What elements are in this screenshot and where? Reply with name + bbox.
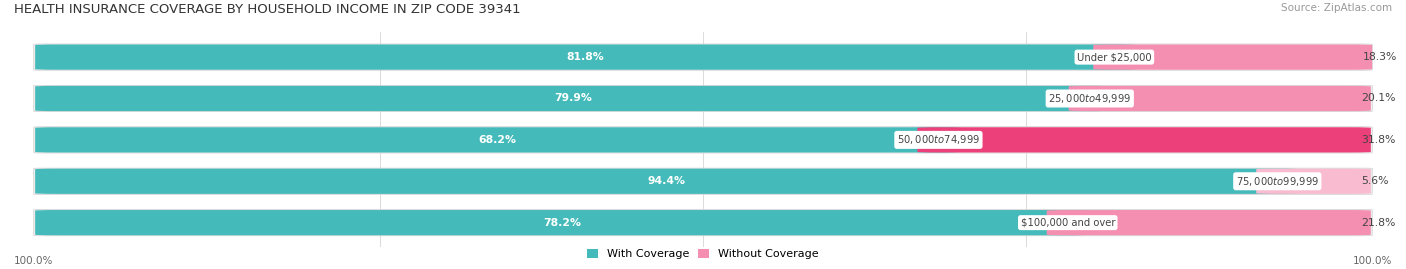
FancyBboxPatch shape bbox=[917, 127, 1371, 153]
Text: 100.0%: 100.0% bbox=[14, 256, 53, 266]
FancyBboxPatch shape bbox=[34, 44, 1372, 70]
Text: 21.8%: 21.8% bbox=[1361, 218, 1395, 228]
FancyBboxPatch shape bbox=[34, 127, 1372, 153]
Text: 78.2%: 78.2% bbox=[543, 218, 581, 228]
Text: 100.0%: 100.0% bbox=[1353, 256, 1392, 266]
FancyBboxPatch shape bbox=[35, 210, 1088, 235]
FancyBboxPatch shape bbox=[35, 44, 1136, 70]
Text: 68.2%: 68.2% bbox=[478, 135, 516, 145]
Text: $25,000 to $49,999: $25,000 to $49,999 bbox=[1047, 92, 1132, 105]
FancyBboxPatch shape bbox=[34, 210, 1372, 236]
Text: 31.8%: 31.8% bbox=[1361, 135, 1395, 145]
FancyBboxPatch shape bbox=[34, 85, 1372, 112]
Text: $75,000 to $99,999: $75,000 to $99,999 bbox=[1236, 175, 1319, 188]
Text: 5.6%: 5.6% bbox=[1361, 176, 1389, 186]
FancyBboxPatch shape bbox=[35, 86, 1111, 111]
Text: 81.8%: 81.8% bbox=[567, 52, 605, 62]
Text: $50,000 to $74,999: $50,000 to $74,999 bbox=[897, 133, 980, 146]
FancyBboxPatch shape bbox=[34, 168, 1372, 194]
Text: 20.1%: 20.1% bbox=[1361, 94, 1396, 104]
FancyBboxPatch shape bbox=[35, 169, 1298, 194]
Text: 94.4%: 94.4% bbox=[648, 176, 686, 186]
FancyBboxPatch shape bbox=[1094, 44, 1372, 70]
FancyBboxPatch shape bbox=[1046, 210, 1371, 235]
Text: HEALTH INSURANCE COVERAGE BY HOUSEHOLD INCOME IN ZIP CODE 39341: HEALTH INSURANCE COVERAGE BY HOUSEHOLD I… bbox=[14, 3, 520, 16]
Legend: With Coverage, Without Coverage: With Coverage, Without Coverage bbox=[582, 244, 824, 263]
Text: Source: ZipAtlas.com: Source: ZipAtlas.com bbox=[1281, 3, 1392, 13]
Text: $100,000 and over: $100,000 and over bbox=[1021, 218, 1115, 228]
Text: Under $25,000: Under $25,000 bbox=[1077, 52, 1152, 62]
FancyBboxPatch shape bbox=[1256, 169, 1371, 194]
FancyBboxPatch shape bbox=[1069, 86, 1371, 111]
Text: 18.3%: 18.3% bbox=[1362, 52, 1396, 62]
FancyBboxPatch shape bbox=[35, 127, 959, 153]
Text: 79.9%: 79.9% bbox=[554, 94, 592, 104]
